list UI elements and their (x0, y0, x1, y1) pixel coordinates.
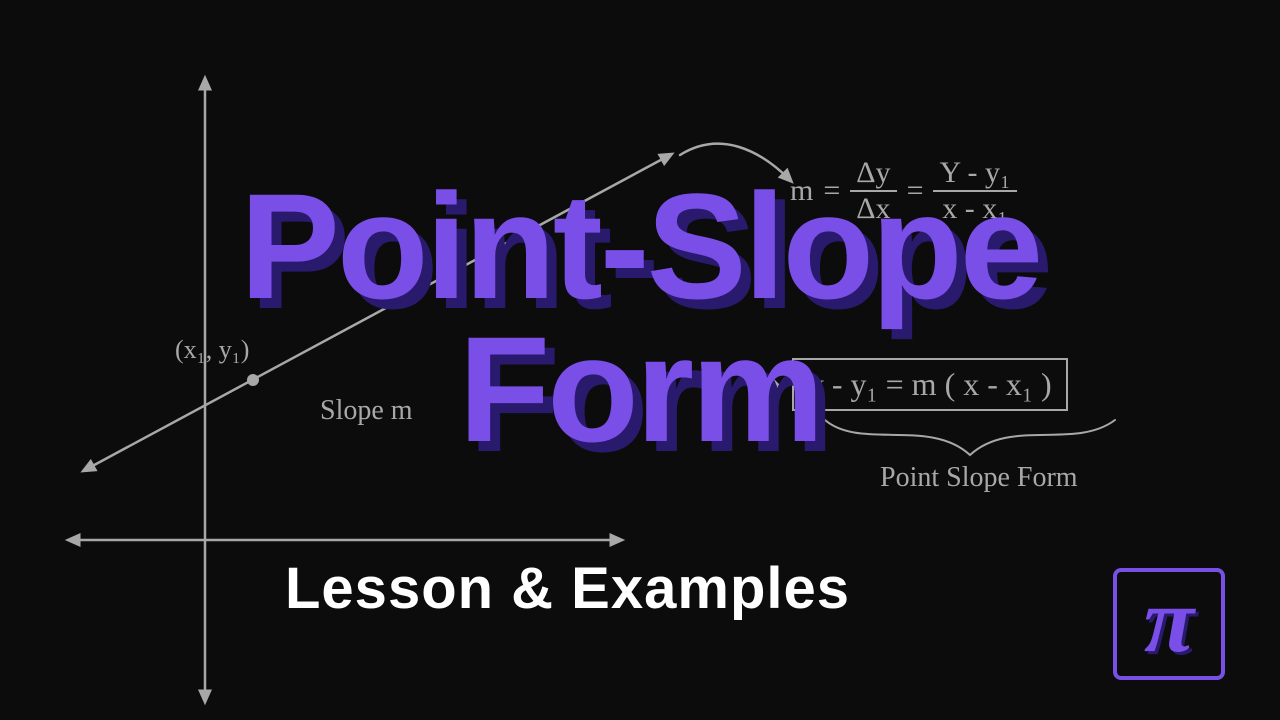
pi-icon: π (1144, 574, 1194, 666)
thumbnail-canvas: (x₁, y₁) Slope m m = Δy Δx = Y - y₁ x - … (0, 0, 1280, 720)
title-text: Point-Slope Form (0, 175, 1280, 460)
pi-badge: π (1113, 568, 1225, 680)
subtitle-text: Lesson & Examples (285, 555, 850, 622)
